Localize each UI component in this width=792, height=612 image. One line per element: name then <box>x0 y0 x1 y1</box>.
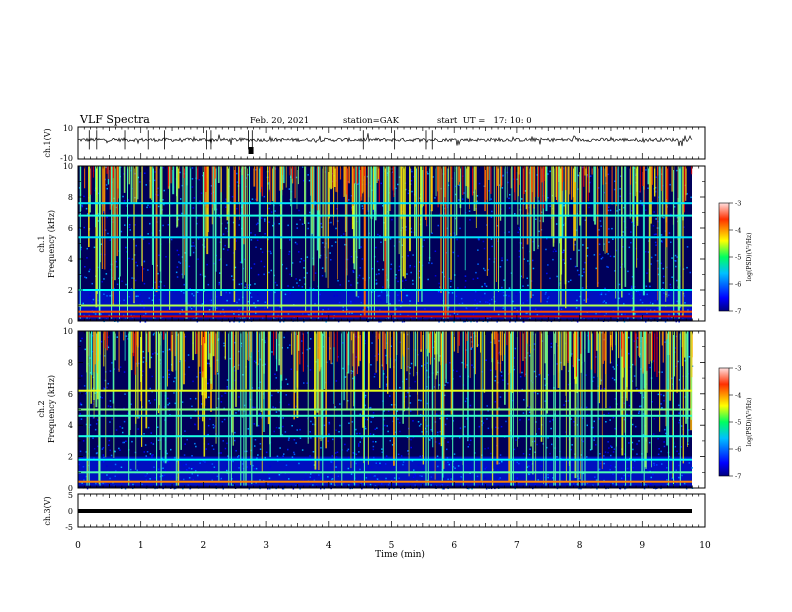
ch3-ytick-bottom: -5 <box>65 523 73 532</box>
xtick-label-10: 10 <box>699 541 711 551</box>
xtick-label-4: 4 <box>326 541 332 551</box>
xtick-label-3: 3 <box>263 541 269 551</box>
ytick-label-yt2-0: 0 <box>68 484 73 493</box>
ytick-label-yt1-5: 10 <box>63 162 73 171</box>
colorbar-tick-cb1-1: -4 <box>735 227 741 235</box>
ytick-label-yt2-1: 2 <box>68 453 73 462</box>
x-axis-label: Time (min) <box>375 549 425 560</box>
xtick-label-8: 8 <box>577 541 583 551</box>
x-axis-ticks <box>77 127 706 527</box>
station-label: station=GAK <box>343 116 400 126</box>
xtick-label-7: 7 <box>514 541 520 551</box>
spectrogram-ch1-panel: 0 2 4 6 8 10 ch.1 Frequency (kHz) <box>37 162 706 326</box>
x-axis-tick-labels: 0 1 2 3 4 5 6 7 8 9 10 <box>75 541 711 551</box>
ytick-label-yt1-3: 6 <box>68 224 73 233</box>
ytick-label-yt1-0: 0 <box>68 317 73 326</box>
spectrogram-ch1-ylabel-frequency: Frequency (kHz) <box>47 210 56 278</box>
waveform-ch1-trace <box>78 133 693 147</box>
colorbar-tick-cb2-0: -3 <box>735 365 741 373</box>
colorbar-tick-cb1-4: -7 <box>735 308 741 316</box>
spectrogram-ch2-panel: 0 2 4 6 8 10 ch.2 Frequency (kHz) <box>37 327 706 493</box>
ch3-ytick-mid: 0 <box>68 507 73 516</box>
ch3-ytick-top: 5 <box>68 491 73 500</box>
spectrogram-ch2-ylabel-frequency: Frequency (kHz) <box>47 375 56 443</box>
waveform-ch1-ylabel: ch.1(V) <box>43 128 52 157</box>
colorbar-ch2-label: log(PSD)(V²/Hz) <box>746 398 753 447</box>
colorbar-tick-cb2-4: -7 <box>735 473 741 481</box>
colorbar-tick-cb1-2: -5 <box>735 254 741 262</box>
date-label: Feb. 20, 2021 <box>250 116 309 126</box>
colorbar-ch2: -3 -4 -5 -6 -7 log(PSD)(V²/Hz) <box>718 365 753 481</box>
xtick-label-9: 9 <box>639 541 645 551</box>
colorbar-ch1-label: log(PSD)(V²/Hz) <box>746 233 753 282</box>
xtick-label-2: 2 <box>201 541 207 551</box>
waveform-ch3-ylabel: ch.3(V) <box>43 496 52 525</box>
ch1-ytick-bottom: -10 <box>60 154 73 163</box>
spectrogram-ch1-ylabel-channel: ch.1 <box>37 235 46 252</box>
colorbar-tick-cb2-1: -4 <box>735 392 741 400</box>
ytick-label-yt2-3: 6 <box>68 390 73 399</box>
xtick-label-6: 6 <box>451 541 457 551</box>
ytick-label-yt2-4: 8 <box>68 358 73 367</box>
xtick-label-0: 0 <box>75 541 81 551</box>
colorbar-tick-cb2-3: -6 <box>735 446 741 454</box>
spectrogram-ch2-image <box>78 331 694 490</box>
spectrogram-ch2-ylabel-channel: ch.2 <box>37 400 46 417</box>
ytick-label-yt1-1: 2 <box>68 286 73 295</box>
xtick-label-5: 5 <box>389 541 395 551</box>
waveform-ch1-panel: 10 -10 ch.1(V) <box>43 124 706 163</box>
ytick-label-yt2-5: 10 <box>63 327 73 336</box>
start-time-label: start UT = 17: 10: 0 <box>437 116 532 126</box>
waveform-ch3-trace <box>78 509 692 513</box>
ytick-label-yt1-4: 8 <box>68 193 73 202</box>
colorbar-tick-cb1-3: -6 <box>735 281 741 289</box>
spectrogram-ch1-image <box>78 166 693 323</box>
colorbar-tick-cb1-0: -3 <box>735 200 741 208</box>
colorbar-ch1: -3 -4 -5 -6 -7 log(PSD)(V²/Hz) <box>718 200 753 316</box>
figure-title: VLF Spectra <box>79 113 150 126</box>
xtick-label-1: 1 <box>138 541 144 551</box>
colorbar-tick-cb2-2: -5 <box>735 419 741 427</box>
ytick-label-yt1-2: 4 <box>68 255 73 264</box>
ch1-ytick-top: 10 <box>63 124 73 133</box>
ytick-label-yt2-2: 4 <box>68 421 73 430</box>
waveform-ch3-panel: 5 0 -5 ch.3(V) <box>43 491 706 532</box>
